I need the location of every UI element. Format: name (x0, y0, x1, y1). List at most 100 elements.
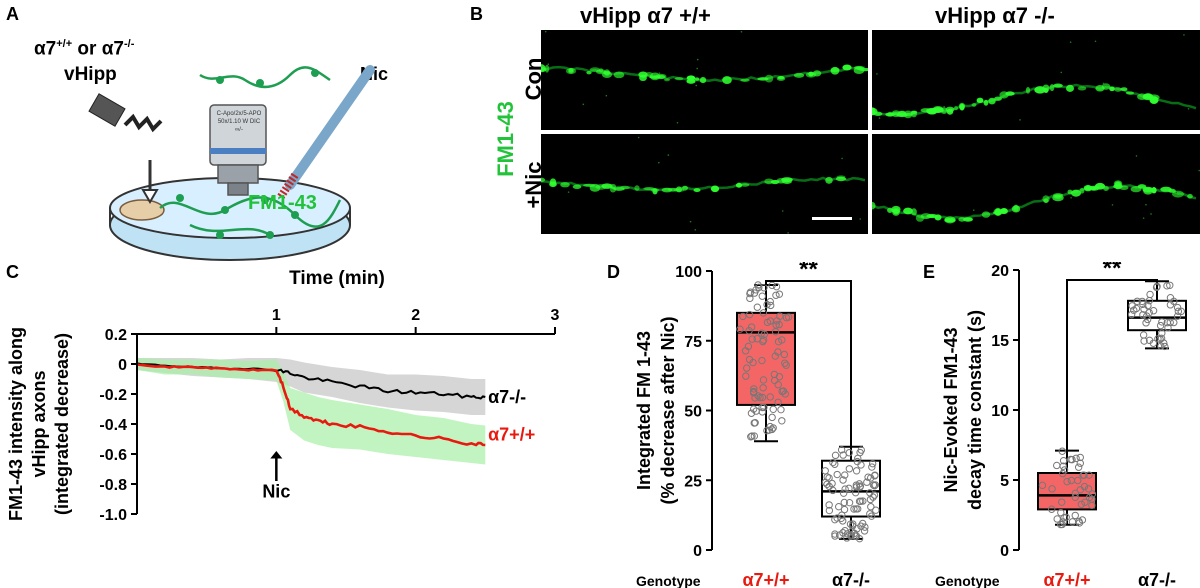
data-point (852, 483, 861, 491)
data-point (739, 312, 747, 321)
data-point (1053, 461, 1061, 470)
punctum (740, 78, 750, 82)
chart-d-integrated-decrease: 100 75 50 25 0 Integrated FM 1-43 (% decrease … (634, 262, 881, 588)
panel-a-schematic: α7+/+ or α7-/- vHipp Nic C-Apo/2x/5 (30, 30, 400, 270)
data-point (775, 290, 784, 298)
data-point (757, 329, 766, 337)
noise-speck (740, 30, 743, 33)
data-point (1139, 311, 1147, 319)
noise-speck (1135, 155, 1138, 157)
data-point (845, 449, 853, 457)
punctum (1172, 190, 1184, 198)
xlabel-genotype: Genotype (935, 573, 1000, 588)
data-point (851, 488, 860, 497)
chart-c-x-tick-label: 1 (272, 307, 281, 324)
data-point (863, 478, 871, 486)
noise-speck (676, 121, 679, 124)
punctum (976, 99, 984, 103)
data-point (1174, 307, 1183, 316)
ylabel-line: Nic-Evoked FM1-43 (941, 327, 961, 492)
category-label: α7+/+ (742, 570, 789, 588)
data-point (1133, 297, 1141, 305)
punctum (835, 176, 847, 182)
punctum (910, 110, 918, 115)
punctum (776, 177, 786, 184)
panel-letter-a: A (6, 4, 19, 24)
data-point (779, 387, 788, 395)
data-point (825, 482, 833, 491)
punctum (932, 107, 944, 114)
punctum (944, 218, 956, 223)
data-point (839, 451, 847, 459)
punctum (560, 182, 570, 188)
data-point (857, 446, 865, 454)
noise-speck (694, 228, 697, 231)
noise-speck (1019, 119, 1021, 121)
data-point (868, 463, 876, 471)
y-tick-label: 75 (684, 334, 702, 351)
punctum (1142, 93, 1154, 101)
punctum (549, 178, 557, 186)
data-point (1157, 342, 1165, 350)
punctum (663, 78, 671, 82)
data-point (1053, 515, 1061, 523)
data-point (1166, 318, 1174, 327)
data-point (763, 318, 772, 327)
data-point (849, 520, 857, 528)
panel-letter-e: E (923, 262, 936, 282)
data-point (872, 506, 880, 514)
data-point (736, 325, 744, 333)
data-point (831, 530, 839, 538)
punctum (1070, 189, 1082, 197)
data-point (774, 338, 783, 346)
genotype-label: α7+/+ or α7-/- (34, 38, 135, 60)
punctum (962, 217, 974, 222)
data-point (1076, 486, 1085, 494)
dye-label: FM1-43 (248, 192, 317, 214)
data-point (1077, 500, 1086, 508)
punctum (1151, 187, 1157, 193)
noise-speck (695, 84, 698, 87)
punctum (1053, 83, 1063, 88)
punctum (1067, 189, 1073, 195)
punctum (1137, 184, 1147, 189)
col-header-wt: vHipp α7 +/+ (580, 3, 711, 28)
data-point (778, 417, 786, 425)
data-point (839, 476, 847, 484)
data-point (769, 405, 777, 413)
punctum (1091, 186, 1097, 190)
data-point (758, 292, 767, 300)
data-point (861, 523, 869, 531)
noise-speck (787, 232, 789, 234)
noise-speck (637, 136, 640, 139)
noise-speck (696, 67, 699, 70)
data-point (768, 281, 776, 290)
punctum (1094, 182, 1106, 190)
category-label: α7-/- (832, 570, 870, 588)
data-point (744, 342, 753, 351)
noise-speck (1145, 203, 1147, 206)
data-point (845, 498, 854, 507)
data-point (1071, 511, 1079, 520)
data-point (845, 484, 853, 493)
series-label-wt: α7+/+ (488, 425, 535, 445)
noise-speck (696, 58, 699, 61)
y-tick-label: 0 (693, 543, 702, 560)
punctum (859, 67, 868, 72)
punctum (891, 205, 901, 214)
data-point (1067, 455, 1075, 464)
noise-speck (605, 94, 608, 97)
punctum (620, 185, 630, 190)
data-point (1173, 303, 1182, 312)
data-point (770, 370, 779, 379)
punctum (667, 187, 679, 192)
y-tick-label: 100 (675, 264, 702, 281)
micrograph-ko-nic (872, 134, 1200, 234)
punctum (958, 102, 966, 110)
data-point (1057, 508, 1065, 517)
punctum (586, 70, 592, 75)
data-point (775, 320, 783, 329)
data-point (860, 527, 869, 535)
punctum (634, 185, 640, 191)
chart-c-x-tick-label: 2 (411, 307, 420, 324)
